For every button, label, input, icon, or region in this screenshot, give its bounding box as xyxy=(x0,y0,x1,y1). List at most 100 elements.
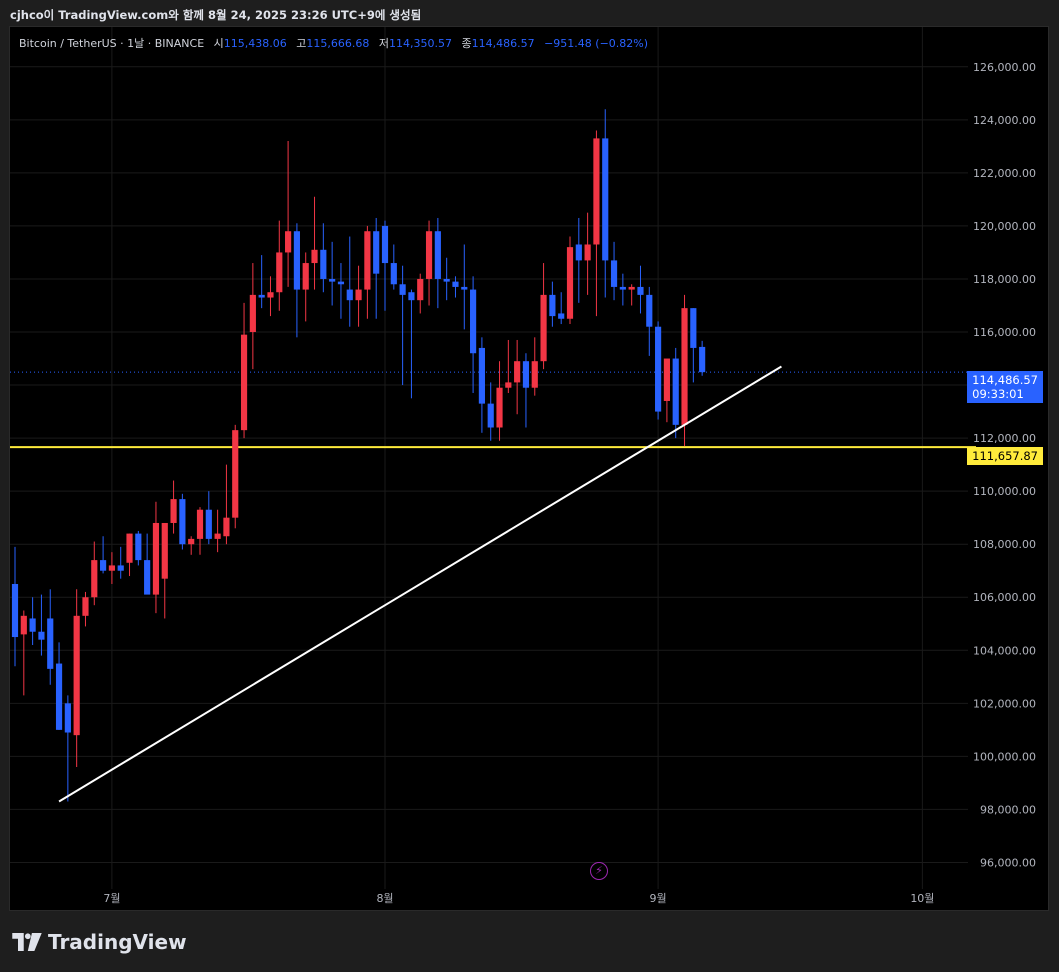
candle-body xyxy=(249,294,256,333)
candle-body xyxy=(478,347,485,404)
candle xyxy=(329,241,336,306)
candle xyxy=(628,284,635,306)
candle-body xyxy=(408,292,415,301)
candle xyxy=(346,236,353,327)
candle-body xyxy=(443,278,450,282)
candle-body xyxy=(558,313,565,319)
chart-frame[interactable]: 96,000.00 98,000.00 100,000.00 102,000.00 10… xyxy=(9,26,1049,911)
candle-body xyxy=(425,231,433,279)
candle xyxy=(496,361,503,441)
candle-body xyxy=(690,308,697,348)
candle-body xyxy=(108,565,115,571)
candle xyxy=(663,358,670,423)
candle xyxy=(258,255,265,309)
candle xyxy=(214,509,221,553)
price-chart[interactable]: 96,000.00 98,000.00 100,000.00 102,000.00 10… xyxy=(10,27,1048,910)
candle-body xyxy=(602,138,609,261)
candle-body xyxy=(364,231,371,290)
candle xyxy=(100,536,107,574)
legend-symbol[interactable]: Bitcoin / TetherUS · 1날 · BINANCE xyxy=(19,37,205,50)
x-tick-label: 10월 xyxy=(910,892,934,905)
candle xyxy=(417,273,424,314)
y-tick-label: 96,000.00 xyxy=(980,856,1036,869)
candle xyxy=(20,610,27,696)
candle xyxy=(170,480,177,534)
y-tick-label: 120,000.00 xyxy=(973,220,1036,233)
candle-body xyxy=(434,231,441,279)
candle xyxy=(144,533,151,595)
legend-low-value: 114,350.57 xyxy=(389,37,452,50)
candle-body xyxy=(188,538,195,545)
candle-body xyxy=(329,278,336,282)
candle-body xyxy=(487,403,494,428)
candle xyxy=(672,347,679,439)
x-tick-label: 8월 xyxy=(376,892,393,905)
candle xyxy=(117,546,124,579)
candle-body xyxy=(20,615,27,635)
candle-body xyxy=(417,278,424,301)
y-tick-label: 122,000.00 xyxy=(973,167,1036,180)
legend-low-label: 저 xyxy=(378,37,389,50)
candle xyxy=(690,308,697,383)
candle xyxy=(267,276,274,317)
candle xyxy=(302,252,309,322)
candle-body xyxy=(117,565,124,571)
candle-body xyxy=(381,225,389,264)
candle-body xyxy=(496,387,503,428)
candle-body xyxy=(452,281,459,287)
candle-body xyxy=(205,509,212,539)
candle-body xyxy=(681,308,688,425)
candle-body xyxy=(531,361,538,388)
candle-body xyxy=(267,292,274,298)
candle xyxy=(108,552,115,584)
candle-body xyxy=(619,286,626,290)
candle-body xyxy=(144,560,151,595)
candle xyxy=(232,424,239,529)
y-tick-label: 126,000.00 xyxy=(973,61,1036,74)
candle xyxy=(505,339,512,394)
candle xyxy=(152,501,160,614)
candle-body xyxy=(355,289,362,301)
brand-name: TradingView xyxy=(48,930,187,954)
candle xyxy=(425,220,433,306)
candle xyxy=(443,257,450,301)
candle-body xyxy=(637,286,644,295)
candle xyxy=(655,321,662,420)
candle xyxy=(584,212,591,295)
candle-body xyxy=(223,517,230,537)
bar-countdown: 09:33:01 xyxy=(972,387,1024,401)
candle xyxy=(64,695,71,802)
candle xyxy=(646,286,653,356)
candle-body xyxy=(38,631,45,640)
candle-body xyxy=(646,294,653,327)
candle xyxy=(311,196,318,290)
candle xyxy=(381,220,389,311)
y-tick-label: 98,000.00 xyxy=(980,803,1036,816)
candle xyxy=(205,491,212,545)
y-tick-label: 108,000.00 xyxy=(973,538,1036,551)
candle xyxy=(126,533,133,577)
candle xyxy=(240,302,248,439)
candle-body xyxy=(549,294,556,317)
candle xyxy=(188,536,195,555)
candle-body xyxy=(196,509,204,539)
candle xyxy=(364,225,371,319)
candle-body xyxy=(100,560,107,571)
tradingview-logo[interactable]: TradingView xyxy=(12,930,187,954)
candle-body xyxy=(505,382,512,388)
candle xyxy=(47,589,54,685)
candle-body xyxy=(461,286,468,290)
legend-close-value: 114,486.57 xyxy=(471,37,535,50)
candle xyxy=(196,507,204,555)
snapshot-header: cjhco이 TradingView.com와 함께 8월 24, 2025 2… xyxy=(10,8,422,22)
candle xyxy=(82,591,89,627)
y-tick-label: 112,000.00 xyxy=(973,432,1036,445)
trendline-line xyxy=(58,365,782,803)
candle xyxy=(38,594,45,656)
flash-icon[interactable]: ⚡ xyxy=(590,862,608,880)
candle-body xyxy=(575,244,582,261)
candle-body xyxy=(346,289,353,301)
candle-body xyxy=(82,597,89,616)
candle xyxy=(55,642,63,730)
candle xyxy=(29,597,36,645)
